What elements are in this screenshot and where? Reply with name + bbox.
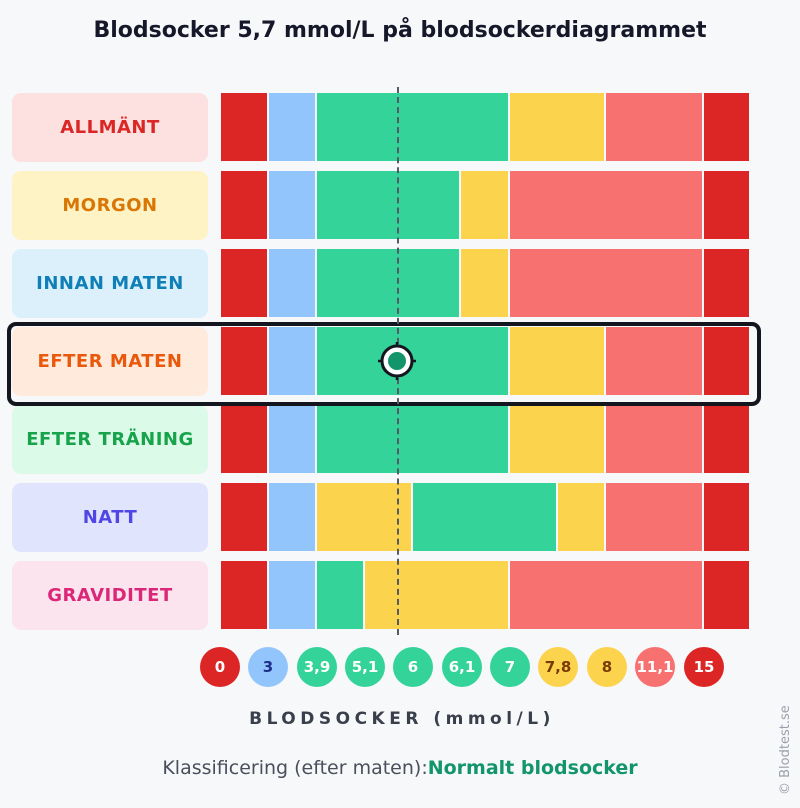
row-label: NATT	[12, 483, 208, 552]
x-tick-label: 6	[393, 647, 433, 687]
x-tick-label: 3,9	[297, 647, 337, 687]
band-segment	[269, 561, 315, 629]
band-segment	[269, 93, 315, 161]
band-segment	[704, 93, 749, 161]
band-segment	[221, 405, 267, 473]
chart-title: Blodsocker 5,7 mmol/L på blodsockerdiagr…	[93, 18, 707, 43]
band-segment	[510, 405, 604, 473]
band-segment	[221, 93, 267, 161]
x-tick-label: 5,1	[345, 647, 385, 687]
band-segment	[510, 93, 604, 161]
band-segment	[413, 483, 556, 551]
band-segment	[221, 483, 267, 551]
band-segment	[317, 249, 459, 317]
band-segment	[704, 405, 749, 473]
x-tick-label: 8	[587, 647, 627, 687]
band-segment	[606, 405, 702, 473]
row-label: ALLMÄNT	[12, 93, 208, 162]
band-segment	[317, 405, 508, 473]
band-segment	[510, 327, 604, 395]
x-tick-label: 0	[200, 647, 240, 687]
band-segment	[606, 483, 702, 551]
x-axis-label: BLODSOCKER (mmol/L)	[249, 709, 555, 729]
band-segment	[317, 483, 411, 551]
band-segment	[317, 93, 508, 161]
row-label: INNAN MATEN	[12, 249, 208, 318]
watermark: © Blodtest.se	[778, 705, 793, 795]
x-tick-label: 3	[248, 647, 288, 687]
row-label: EFTER MATEN	[12, 327, 208, 396]
band-segment	[704, 171, 749, 239]
x-tick-label: 7,8	[538, 647, 578, 687]
band-segment	[221, 171, 267, 239]
band-segment	[704, 483, 749, 551]
band-segment	[269, 171, 315, 239]
row-label: EFTER TRÄNING	[12, 405, 208, 474]
band-segment	[269, 483, 315, 551]
x-tick-label: 15	[684, 647, 724, 687]
band-segment	[221, 327, 267, 395]
band-segment	[221, 249, 267, 317]
band-segment	[606, 93, 702, 161]
band-segment	[510, 171, 702, 239]
x-tick-label: 7	[490, 647, 530, 687]
highlighted-row-frame	[7, 322, 761, 406]
band-segment	[365, 561, 508, 629]
band-segment	[704, 561, 749, 629]
classification-text: Klassificering (efter maten):Normalt blo…	[0, 757, 800, 779]
row-label: GRAVIDITET	[12, 561, 208, 630]
classification-result: Normalt blodsocker	[427, 757, 638, 779]
band-segment	[269, 249, 315, 317]
band-segment	[269, 327, 315, 395]
crosshair-marker-icon	[378, 342, 416, 380]
classification-prefix: Klassificering (efter maten):	[162, 757, 428, 779]
band-segment	[269, 405, 315, 473]
x-tick-label: 6,1	[442, 647, 482, 687]
band-segment	[704, 249, 749, 317]
band-segment	[461, 249, 508, 317]
band-segment	[461, 171, 508, 239]
band-segment	[558, 483, 604, 551]
band-segment	[606, 327, 702, 395]
band-segment	[317, 171, 459, 239]
x-tick-label: 11,1	[635, 647, 675, 687]
band-segment	[510, 561, 702, 629]
band-segment	[510, 249, 702, 317]
band-segment	[317, 561, 363, 629]
row-label: MORGON	[12, 171, 208, 240]
band-segment	[704, 327, 749, 395]
band-segment	[221, 561, 267, 629]
